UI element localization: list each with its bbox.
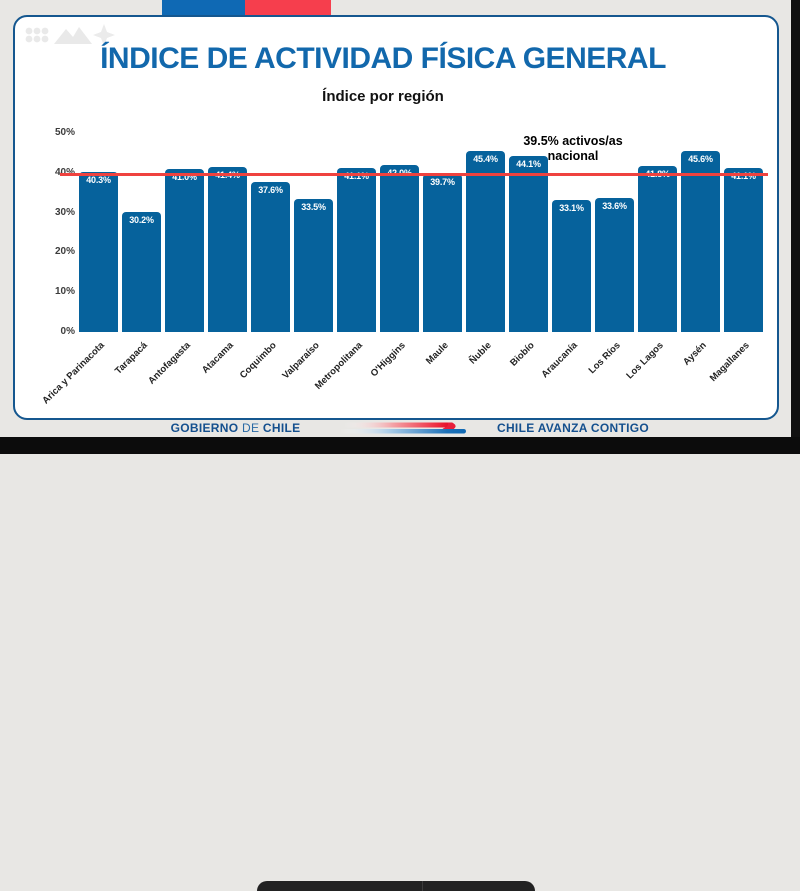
gobierno-de-chile-logo: GOBIERNO DE CHILE [128,421,343,435]
bar: 41.8% [638,165,677,332]
slogan-label: CHILE AVANZA CONTIGO [497,421,649,435]
bar-value-label: 33.6% [602,201,627,212]
x-tick-label: Atacama [199,340,236,376]
chile-label: CHILE [262,421,301,435]
bar: 39.7% [423,174,462,332]
x-tick-label: Maule [423,340,451,367]
sparkle-icon [93,24,115,46]
y-tick-label: 30% [54,206,75,218]
plot-area: 40.3% 30.2% 41.0% 41.4% 37.6% 33.5% 41.1% 42.0%… [77,133,765,332]
bar: 37.6% [251,182,290,332]
bar: 40.3% [79,171,118,332]
bar: 41.1% [337,168,376,332]
bar: 45.6% [681,150,720,332]
bar-value-label: 41.1% [731,171,756,182]
x-tick-label: Biobío [507,340,537,369]
bar: 33.6% [595,198,634,332]
x-tick-label: Metropolitana [312,340,365,392]
y-tick-label: 50% [54,127,75,138]
page-title: ÍNDICE DE ACTIVIDAD FÍSICA GENERAL [100,42,666,75]
bar-value-label: 33.1% [559,203,584,214]
annotation-line2: nacional [547,149,599,163]
bar-value-label: 45.4% [473,154,498,165]
bar: 42.0% [378,164,421,332]
y-tick-label: 20% [54,246,75,258]
bar: 33.1% [552,200,591,332]
x-tick-label: Magallanes [707,340,752,384]
bar-value-label: 39.7% [430,177,455,187]
de-label: DE [241,421,260,435]
x-tick-label: Valparaíso [279,340,322,382]
flag-accent-red [245,0,331,15]
x-tick-label: Ñuble [466,340,494,367]
annotation-line1: 39.5% activos/as [523,134,623,148]
chart-subtitle: Índice por región [322,88,444,105]
x-tick-label: Araucanía [539,340,580,381]
x-tick-label: Aysén [680,340,709,368]
y-tick-label: 40% [35,167,75,178]
x-tick-label: O'Higgins [368,340,408,380]
y-axis: 50% 40% 30% 20% 10% 0% [35,127,75,338]
screen-edge-bottom [0,437,800,891]
bar-value-label: 33.5% [301,201,326,212]
bar: 30.2% [122,211,161,332]
bar-value-label: 37.6% [258,185,283,196]
gobierno-label: GOBIERNO [170,421,239,435]
bar: 44.1% [509,156,548,332]
bar: 33.5% [294,198,333,332]
y-tick-label: 10% [54,286,75,298]
background-window-divider [422,881,423,891]
x-tick-label: Antofagasta [145,340,193,387]
bar-value-label: 45.6% [688,153,713,164]
bar: 41.4% [208,167,247,332]
reference-line [60,173,768,177]
dots-grid-icon [25,27,49,43]
x-tick-label: Los Ríos [586,340,623,377]
background-window-top [257,881,535,891]
x-axis: Arica y Parinacota Tarapacá Antofagasta Ata… [40,336,765,416]
x-tick-label: Coquimbo [237,340,279,381]
bar-value-label: 42.0% [378,168,421,178]
bar-value-label: 40.3% [86,174,111,185]
national-average-annotation: 39.5% activos/as nacional [523,134,622,164]
bar: 45.4% [466,151,505,332]
flag-accent-blue [162,0,245,15]
x-tick-label: Los Lagos [623,340,666,382]
y-tick-label: 0% [60,326,75,337]
flag-swoosh-icon [340,422,466,434]
screen-edge-right [791,0,800,454]
bar: 41.0% [165,168,204,332]
watermark-icons [25,24,115,46]
bar-value-label: 30.2% [129,214,154,225]
x-tick-label: Tarapacá [112,340,150,377]
bar-value-label: 41.0% [172,171,197,182]
bar-value-label: 41.1% [344,171,369,182]
mountains-icon [54,27,92,44]
bar: 41.1% [724,168,763,332]
bar-value-label: 44.1% [516,159,541,170]
